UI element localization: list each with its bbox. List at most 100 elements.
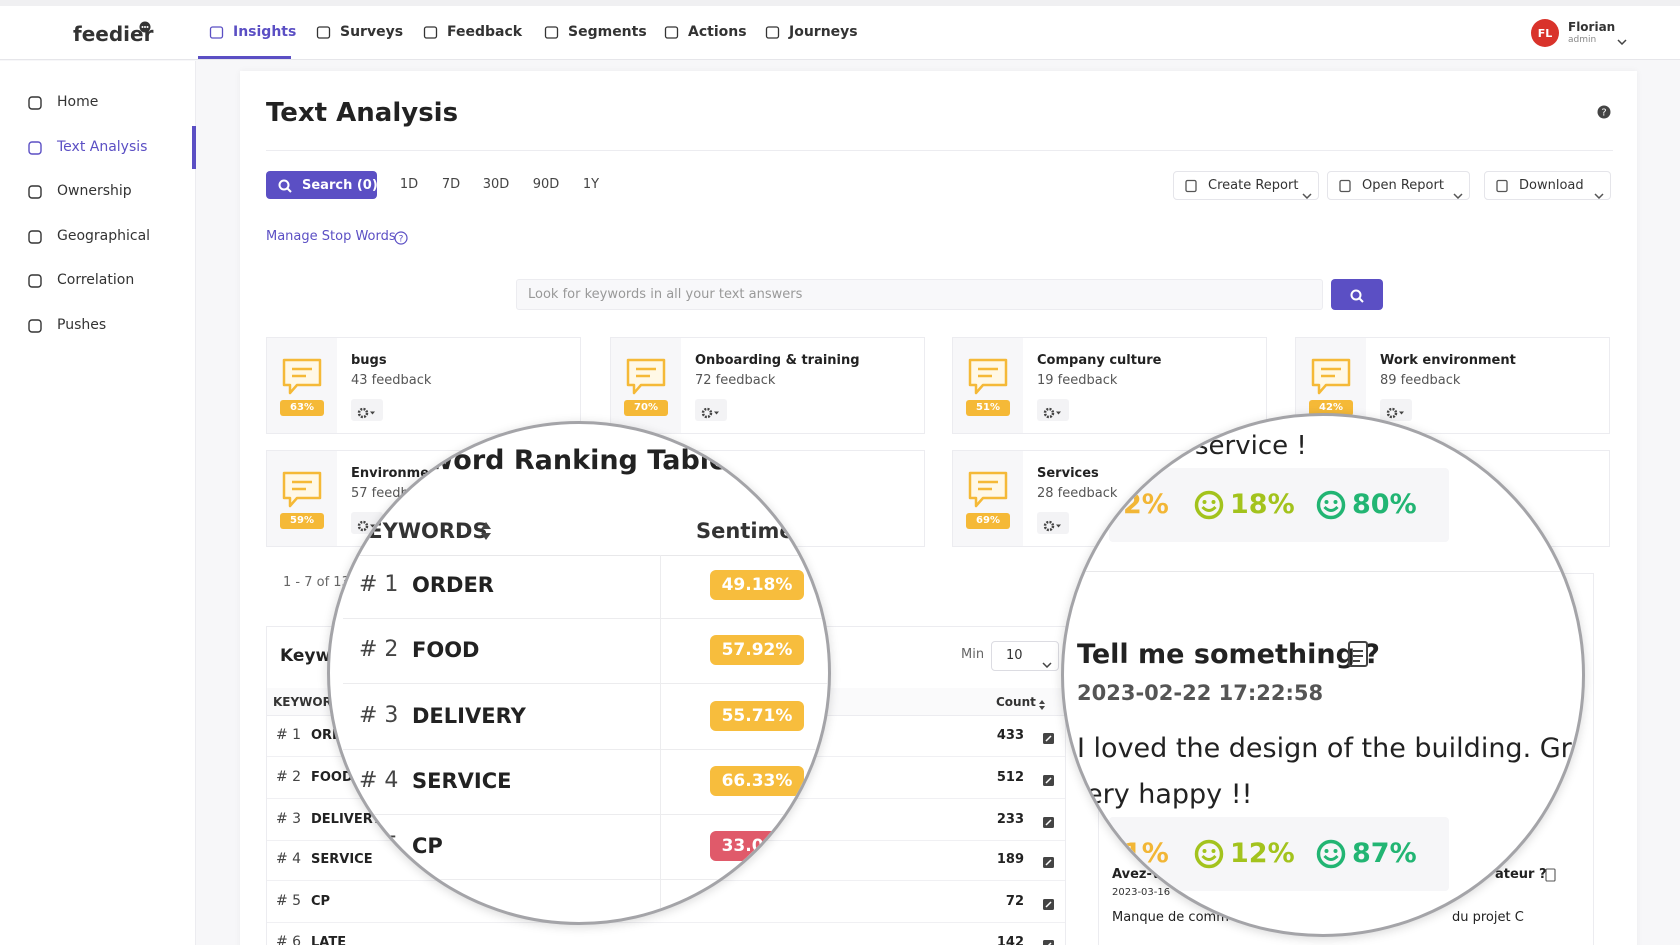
- icon-part: [626, 358, 666, 395]
- icon-part: [357, 407, 375, 419]
- icon-part: [28, 96, 42, 110]
- icon-part: [1047, 942, 1052, 945]
- sidebar-item[interactable]: Correlation: [57, 272, 135, 289]
- row-count: 433: [996, 727, 1024, 743]
- caret: [1617, 30, 1627, 46]
- row-rank: # 1: [276, 727, 302, 744]
- icon-part: [664, 26, 679, 39]
- icon-part: [209, 26, 224, 39]
- user-role: admin: [1568, 35, 1597, 46]
- zoom-row-rank: # 4: [359, 768, 399, 794]
- icon-part: [1399, 411, 1404, 415]
- nav-active-underline: [198, 56, 291, 59]
- action-button[interactable]: [1173, 171, 1319, 200]
- nav-icon: [423, 25, 438, 40]
- zoom-sentiment-badge: [710, 831, 804, 861]
- row-keyword: DELIVERY: [311, 811, 382, 827]
- sidebar-icon: [27, 229, 43, 245]
- sidebar-item[interactable]: Geographical: [57, 228, 151, 245]
- row-keyword: CP: [311, 893, 331, 909]
- sidebar-item[interactable]: Text Analysis: [57, 139, 148, 156]
- zoom-feedback-headline: service !: [1195, 430, 1307, 461]
- icon-part: [28, 230, 42, 244]
- icon-part: [282, 358, 322, 395]
- nav-item[interactable]: Journeys: [789, 24, 858, 41]
- icon-part: [1202, 500, 1207, 504]
- action-button[interactable]: [1327, 171, 1470, 200]
- search-button[interactable]: [266, 171, 377, 199]
- icon-part: [1043, 520, 1055, 532]
- divider: [266, 150, 1613, 151]
- column-header: Count: [996, 694, 1036, 709]
- topic-score-badge: [966, 513, 1010, 529]
- min-label: Min: [961, 646, 985, 662]
- feedback-text-end: du projet C: [1452, 909, 1524, 925]
- icon-part: [1194, 839, 1224, 869]
- row-edit-icon: [1042, 814, 1055, 828]
- icon-part: [1042, 662, 1052, 669]
- zoom-doc-icon: [1347, 640, 1369, 668]
- range-option[interactable]: 7D: [441, 176, 461, 192]
- nav-item[interactable]: Surveys: [340, 24, 404, 41]
- icon-part: [28, 141, 42, 155]
- topic-score: 51%: [976, 401, 1000, 413]
- action-label: Open Report: [1362, 177, 1444, 193]
- zoom-row-rank: # 3: [359, 703, 399, 729]
- nav-icon: [209, 25, 224, 40]
- row-edit-icon: [1042, 730, 1055, 744]
- range-option[interactable]: 90D: [532, 176, 560, 192]
- sidebar-icon: [27, 184, 43, 200]
- topic-score-badge: [966, 400, 1010, 416]
- sidebar-item[interactable]: Pushes: [57, 317, 107, 334]
- row-count: 72: [1005, 893, 1024, 909]
- caret: [1042, 653, 1052, 669]
- gear-icon: [1043, 517, 1063, 532]
- topic-score: 69%: [976, 514, 1000, 526]
- nav-item[interactable]: Feedback: [447, 24, 523, 41]
- page-title: Text Analysis: [266, 97, 459, 128]
- search-icon: [278, 178, 292, 193]
- topic-count: 89 feedback: [1380, 372, 1461, 388]
- topic-bubble: [967, 357, 1009, 397]
- row-edit-icon: [1042, 772, 1055, 786]
- icon-part: [1545, 868, 1556, 882]
- icon-part: [370, 411, 375, 415]
- sidebar-item[interactable]: Home: [57, 94, 99, 111]
- icon-part: [292, 480, 312, 491]
- icon-part: [1043, 899, 1054, 910]
- zoom-row-rank: # 1: [359, 572, 399, 598]
- range-option[interactable]: 1D: [399, 176, 419, 192]
- icon-part: ?: [399, 235, 404, 245]
- gear-icon: [701, 404, 721, 419]
- nav-item[interactable]: Insights: [233, 24, 297, 41]
- nav-item[interactable]: Actions: [688, 24, 747, 41]
- stop-words-link[interactable]: Manage Stop Words: [266, 228, 396, 244]
- nav-item[interactable]: Segments: [568, 24, 647, 41]
- icon-part: [1201, 854, 1217, 861]
- icon-part: [765, 26, 780, 39]
- sidebar-item[interactable]: Ownership: [57, 183, 132, 200]
- icon-part: [1045, 735, 1052, 742]
- pagination: 1 - 7 of 13: [283, 574, 350, 590]
- zoom-sentiment-value: 1%: [1123, 838, 1169, 870]
- icon-part: [1348, 641, 1368, 667]
- row-rank: # 5: [276, 893, 302, 910]
- icon-part: [286, 187, 292, 193]
- icon-part: [1333, 849, 1338, 853]
- range-option[interactable]: 1Y: [582, 176, 600, 192]
- keyword-search-input[interactable]: [516, 279, 1323, 310]
- icon-part: [1043, 407, 1055, 419]
- action-button[interactable]: [1484, 171, 1611, 200]
- keyword-search-button[interactable]: [1331, 279, 1383, 310]
- row-rank: # 3: [276, 811, 302, 828]
- action-icon: [1338, 178, 1352, 193]
- icon-part: [1386, 407, 1398, 419]
- icon-part: ?: [394, 231, 408, 245]
- range-option[interactable]: 30D: [482, 176, 510, 192]
- icon-part: [1339, 179, 1351, 193]
- icon-part: [978, 367, 998, 378]
- sidebar-icon: [27, 318, 43, 334]
- keyword-search-placeholder: Look for keywords in all your text answe…: [528, 286, 803, 302]
- sidebar-icon: [27, 140, 43, 156]
